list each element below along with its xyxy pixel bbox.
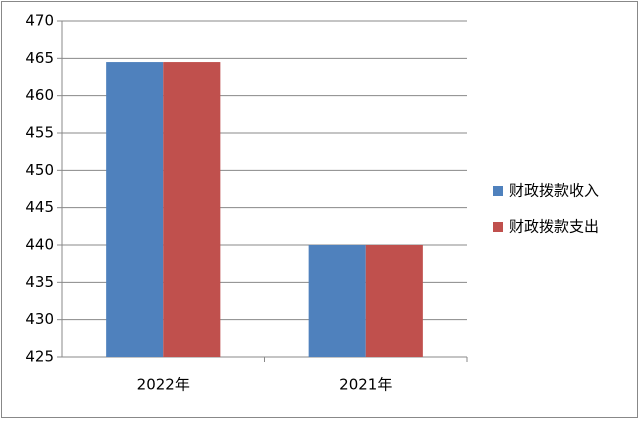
bar (106, 62, 164, 358)
y-tick-label: 435 (25, 273, 54, 291)
y-tick-label: 460 (25, 86, 54, 104)
legend-swatch (493, 186, 503, 196)
legend-label: 财政拨款收入 (509, 182, 599, 200)
y-tick-label: 425 (25, 348, 54, 366)
legend-label: 财政拨款支出 (509, 218, 599, 236)
y-tick-label: 440 (25, 236, 54, 254)
y-tick-label: 455 (25, 124, 54, 142)
legend-swatch (493, 222, 503, 232)
bar (163, 62, 221, 358)
x-tick-label: 2022年 (137, 376, 190, 394)
y-tick-label: 470 (25, 12, 54, 30)
y-tick-label: 465 (25, 49, 54, 67)
y-tick-label: 445 (25, 198, 54, 216)
y-tick-label: 450 (25, 161, 54, 179)
y-tick-label: 430 (25, 310, 54, 328)
bar (365, 245, 423, 357)
bar (308, 245, 366, 357)
x-tick-label: 2021年 (339, 376, 392, 394)
